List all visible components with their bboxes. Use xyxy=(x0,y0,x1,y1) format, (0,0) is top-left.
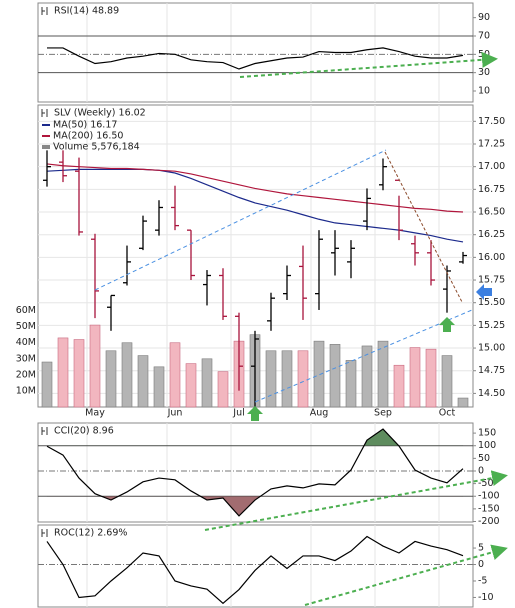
y-tick-label: 70 xyxy=(478,31,490,42)
y-tick-label: 0 xyxy=(478,559,484,570)
panel-frame xyxy=(37,524,474,608)
volume-bar xyxy=(57,337,69,408)
y-tick-label: -10 xyxy=(478,592,494,603)
y2-tick-label: 10M xyxy=(16,385,36,396)
y-tick-label: 100 xyxy=(478,440,496,451)
y-tick-label: 0 xyxy=(478,465,484,476)
volume-bar xyxy=(329,344,341,408)
y-tick-label: -200 xyxy=(478,516,500,527)
y-tick-label: 15.50 xyxy=(478,297,505,308)
ma-line xyxy=(46,168,464,243)
y-tick-label: 17.25 xyxy=(478,138,505,149)
y-tick-label: 16.75 xyxy=(478,184,505,195)
volume-bar xyxy=(105,350,117,408)
volume-bar xyxy=(361,345,373,408)
volume-bar xyxy=(393,364,405,408)
panel-title: RSI(14) 48.89 xyxy=(54,6,119,17)
indicator-line xyxy=(46,428,464,517)
y2-tick-label: 60M xyxy=(16,305,36,316)
y2-tick-label: 30M xyxy=(16,353,36,364)
y-tick-label: -100 xyxy=(478,491,500,502)
legend-label: Volume 5,576,184 xyxy=(53,142,140,153)
y-tick-label: -150 xyxy=(478,503,500,514)
volume-bar xyxy=(153,366,165,408)
panel-frame xyxy=(37,2,474,103)
x-tick-label: Aug xyxy=(310,408,329,419)
y2-tick-label: 50M xyxy=(16,321,36,332)
y-tick-label: 17.50 xyxy=(478,116,505,127)
band-fill xyxy=(46,428,464,446)
panel-title: CCI(20) 8.96 xyxy=(54,426,114,437)
y-tick-label: 16.00 xyxy=(478,252,505,263)
volume-bar xyxy=(201,358,213,408)
volume-bar xyxy=(457,397,469,408)
panel-frame xyxy=(37,422,474,523)
y-tick-label: 30 xyxy=(478,67,490,78)
volume-bar xyxy=(297,350,309,408)
y-tick-label: 15.75 xyxy=(478,275,505,286)
y-tick-label: 14.75 xyxy=(478,365,505,376)
trend-line xyxy=(239,51,498,78)
trend-line xyxy=(204,470,508,531)
y-tick-label: 16.25 xyxy=(478,229,505,240)
volume-bar xyxy=(217,371,229,408)
volume-bar xyxy=(425,348,437,408)
x-tick-label: Jun xyxy=(167,408,183,419)
panel-icon xyxy=(41,427,48,435)
volume-bar xyxy=(137,355,149,408)
volume-bar xyxy=(441,355,453,408)
volume-bar xyxy=(409,347,421,408)
indicator-line xyxy=(46,535,464,605)
y-tick-label: 150 xyxy=(478,428,496,439)
volume-bar xyxy=(121,342,133,408)
y-tick-label: 10 xyxy=(478,86,490,97)
legend-label: MA(50) 16.17 xyxy=(53,120,117,131)
arrow xyxy=(439,317,455,332)
volume-bar xyxy=(265,350,277,408)
panel-title: ROC(12) 2.69% xyxy=(54,528,127,539)
y-tick-label: 90 xyxy=(478,12,490,23)
trend-line xyxy=(384,151,463,303)
channel-line xyxy=(254,309,473,403)
x-tick-label: Jul xyxy=(232,408,244,419)
trend-line xyxy=(304,544,508,606)
y-tick-label: 15.00 xyxy=(478,343,505,354)
y-tick-label: -50 xyxy=(478,478,494,489)
panel-title: SLV (Weekly) 16.02 xyxy=(54,108,146,119)
legend-label: MA(200) 16.50 xyxy=(53,131,123,142)
x-tick-label: Oct xyxy=(439,408,456,419)
y-tick-label: 50 xyxy=(478,453,490,464)
panel-icon xyxy=(41,7,48,15)
volume-bar xyxy=(185,363,197,408)
ma-line xyxy=(46,163,464,213)
y-tick-label: 5 xyxy=(478,543,484,554)
volume-bar xyxy=(41,361,53,408)
volume-bar xyxy=(169,342,181,408)
y2-tick-label: 20M xyxy=(16,369,36,380)
y2-tick-label: 40M xyxy=(16,337,36,348)
panel-icon xyxy=(41,109,48,117)
arrow xyxy=(247,406,263,421)
volume-bar xyxy=(89,324,101,408)
x-tick-label: Sep xyxy=(374,408,392,419)
volume-bar xyxy=(281,350,293,408)
x-tick-label: May xyxy=(85,408,105,419)
volume-bar xyxy=(73,339,85,408)
y-tick-label: 50 xyxy=(478,49,490,60)
arrow xyxy=(476,284,492,300)
volume-bar xyxy=(345,360,357,408)
channel-line xyxy=(94,149,387,291)
volume-bar xyxy=(313,340,325,408)
y-tick-label: -5 xyxy=(478,575,487,586)
y-tick-label: 15.25 xyxy=(478,320,505,331)
panel-icon xyxy=(41,529,48,537)
y-tick-label: 14.50 xyxy=(478,388,505,399)
y-tick-label: 17.00 xyxy=(478,161,505,172)
band-fill xyxy=(46,496,464,517)
y-tick-label: 16.50 xyxy=(478,207,505,218)
volume-bar xyxy=(377,340,389,408)
indicator-line xyxy=(47,47,464,70)
